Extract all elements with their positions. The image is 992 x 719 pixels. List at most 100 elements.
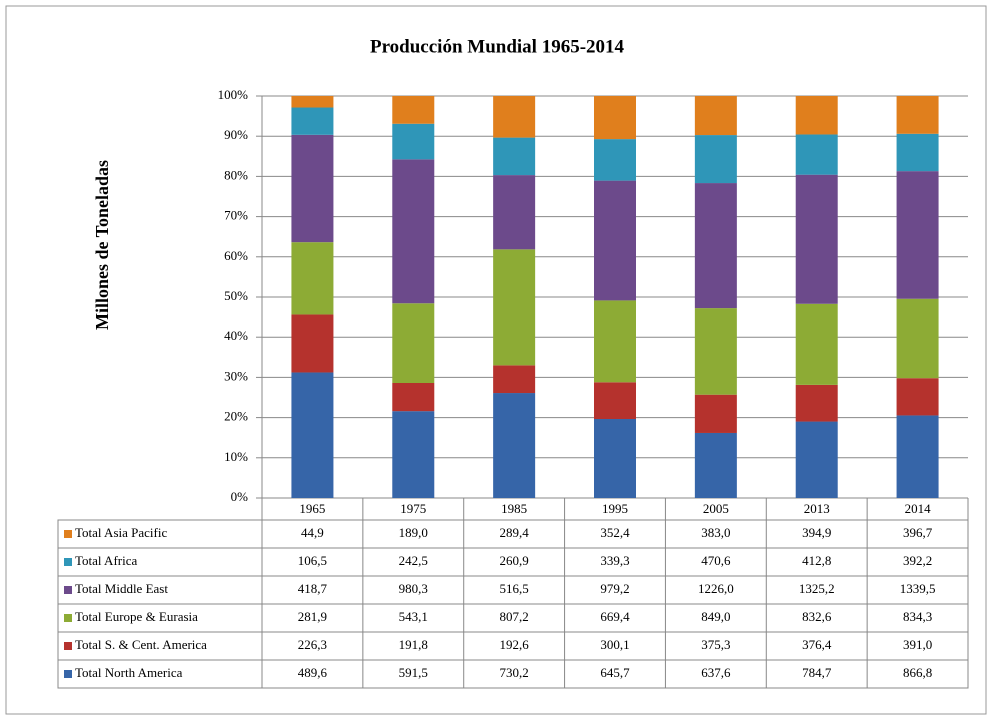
y-tick-label: 90%	[224, 127, 248, 142]
chart-title: Producción Mundial 1965-2014	[370, 36, 625, 57]
bar-segment	[896, 378, 939, 416]
table-value: 412,8	[802, 553, 831, 568]
table-value: 192,6	[500, 637, 530, 652]
x-tick-label: 2014	[905, 501, 932, 516]
legend-swatch	[64, 530, 72, 538]
bar-segment	[493, 393, 536, 498]
table-value: 396,7	[903, 525, 933, 540]
x-tick-label: 1995	[602, 501, 628, 516]
table-value: 418,7	[298, 581, 328, 596]
y-tick-label: 80%	[224, 167, 248, 182]
bar-segment	[392, 96, 435, 124]
bar-segment	[694, 394, 737, 433]
bar-segment	[795, 96, 838, 135]
table-value: 392,2	[903, 553, 932, 568]
bar-segment	[493, 249, 536, 366]
legend-swatch	[64, 614, 72, 622]
table-value: 637,6	[701, 665, 731, 680]
bar-segment	[694, 183, 737, 309]
table-value: 191,8	[399, 637, 428, 652]
bar-segment	[795, 134, 838, 175]
bar-segment	[896, 415, 939, 498]
y-tick-label: 20%	[224, 409, 248, 424]
legend-label: Total Europe & Eurasia	[75, 609, 198, 624]
bar-segment	[694, 96, 737, 136]
bar-segment	[493, 365, 536, 394]
legend-swatch	[64, 586, 72, 594]
bar-segment	[594, 419, 636, 498]
bar-segment	[392, 411, 435, 498]
x-tick-label: 2013	[804, 501, 830, 516]
legend-label: Total Middle East	[75, 581, 168, 596]
x-tick-label: 1965	[299, 501, 325, 516]
table-value: 352,4	[600, 525, 630, 540]
table-value: 375,3	[701, 637, 730, 652]
table-value: 470,6	[701, 553, 731, 568]
table-value: 807,2	[500, 609, 529, 624]
legend-swatch	[64, 642, 72, 650]
table-value: 376,4	[802, 637, 832, 652]
bar-segment	[795, 421, 838, 498]
table-value: 784,7	[802, 665, 832, 680]
table-value: 44,9	[301, 525, 324, 540]
table-value: 106,5	[298, 553, 327, 568]
legend-label: Total S. & Cent. America	[75, 637, 207, 652]
table-value: 669,4	[600, 609, 630, 624]
table-value: 300,1	[600, 637, 629, 652]
table-value: 289,4	[500, 525, 530, 540]
y-tick-label: 50%	[224, 288, 248, 303]
legend-label: Total Asia Pacific	[75, 525, 167, 540]
x-tick-label: 1975	[400, 501, 426, 516]
table-value: 980,3	[399, 581, 428, 596]
bar-segment	[392, 159, 435, 304]
table-value: 849,0	[701, 609, 730, 624]
bar-segment	[896, 298, 939, 379]
bar-segment	[594, 300, 636, 383]
bar-segment	[795, 384, 838, 422]
bar-segment	[291, 96, 334, 108]
table-value: 1325,2	[799, 581, 835, 596]
table-value: 730,2	[500, 665, 529, 680]
bar-segment	[594, 382, 636, 420]
table-value: 591,5	[399, 665, 428, 680]
table-value: 394,9	[802, 525, 831, 540]
legend-swatch	[64, 558, 72, 566]
bar-segment	[493, 137, 536, 176]
bar-segment	[896, 96, 939, 134]
bar-segment	[291, 314, 334, 373]
table-value: 979,2	[600, 581, 629, 596]
bar-segment	[896, 171, 939, 299]
bar-segment	[291, 134, 334, 243]
table-value: 339,3	[600, 553, 629, 568]
table-value: 189,0	[399, 525, 428, 540]
bar-segment	[594, 96, 636, 140]
bar-segment	[694, 432, 737, 498]
x-tick-label: 1985	[501, 501, 527, 516]
table-value: 516,5	[500, 581, 529, 596]
legend-swatch	[64, 670, 72, 678]
y-tick-label: 10%	[224, 449, 248, 464]
legend-label: Total Africa	[75, 553, 137, 568]
table-value: 489,6	[298, 665, 328, 680]
bar-segment	[594, 180, 636, 301]
table-value: 383,0	[701, 525, 730, 540]
bar-segment	[392, 303, 435, 384]
y-tick-label: 30%	[224, 368, 248, 383]
table-value: 834,3	[903, 609, 932, 624]
table-value: 391,0	[903, 637, 932, 652]
x-tick-label: 2005	[703, 501, 729, 516]
y-tick-label: 70%	[224, 208, 248, 223]
bar-segment	[493, 96, 536, 138]
y-tick-label: 60%	[224, 248, 248, 263]
bar-segment	[291, 242, 334, 315]
bar-segment	[694, 135, 737, 184]
bar-segment	[392, 123, 435, 160]
bar-segment	[896, 133, 939, 172]
bar-segment	[291, 107, 334, 135]
bar-segment	[694, 308, 737, 395]
table-value: 645,7	[600, 665, 630, 680]
table-value: 832,6	[802, 609, 832, 624]
bar-segment	[291, 372, 334, 498]
bar-segment	[493, 175, 536, 250]
